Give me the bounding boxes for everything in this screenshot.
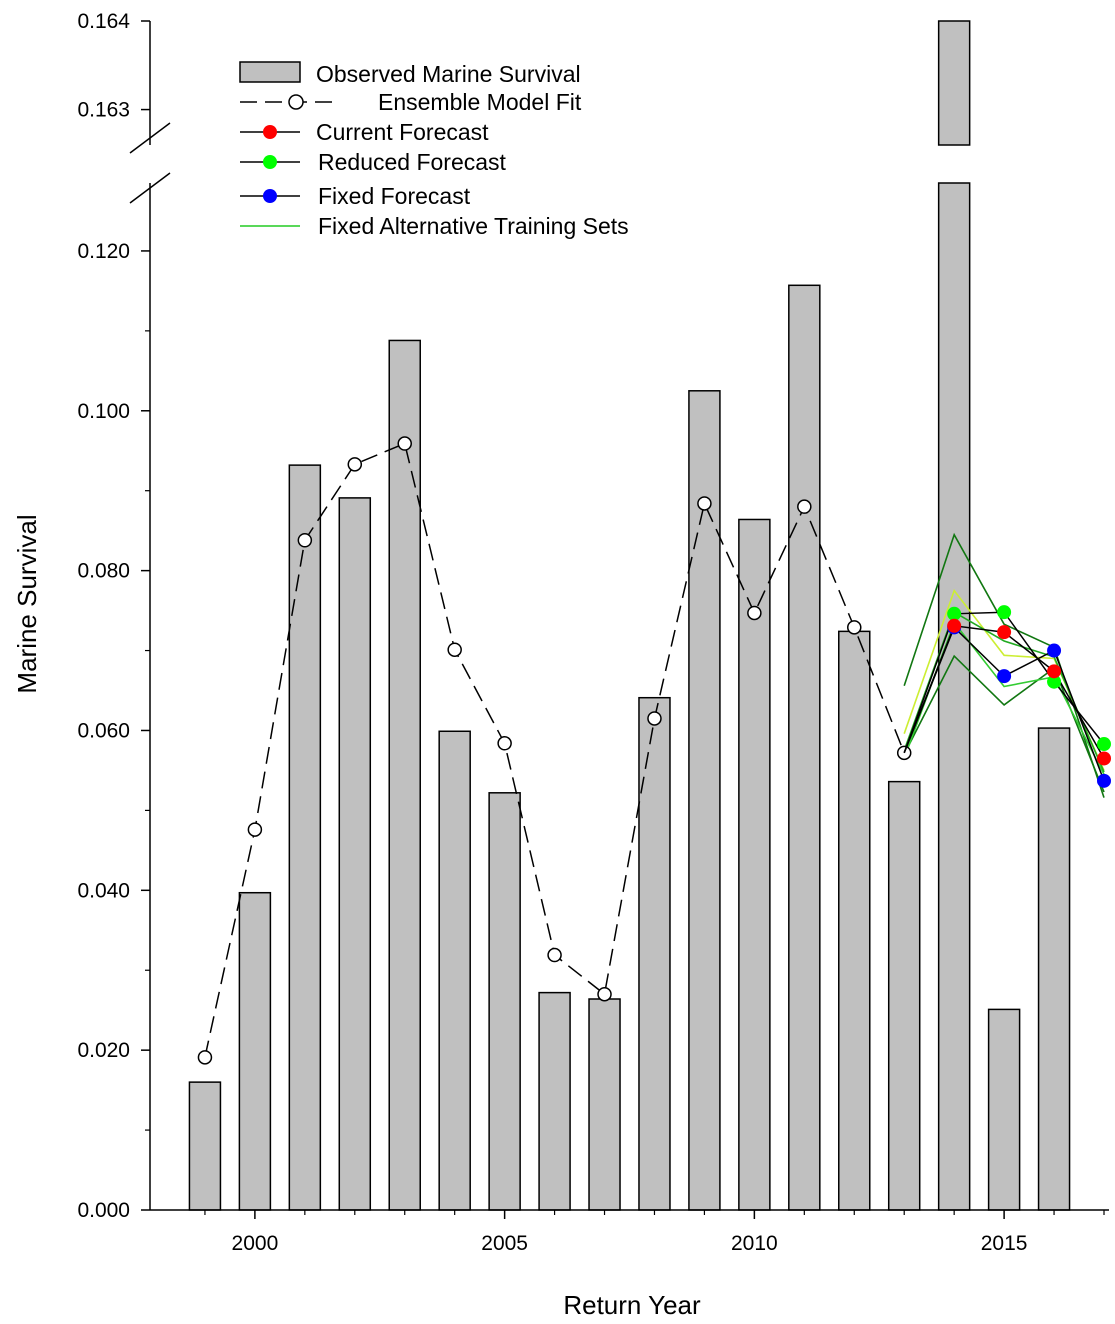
ensemble-point-2000 [247,822,263,837]
legend-swatch-current-marker [263,125,277,139]
bar-2008 [638,696,671,1211]
bar-2002 [338,497,372,1211]
reduced-forecast-point-2014 [947,606,962,621]
y-tick-label: 0.020 [77,1039,130,1062]
legend-label-reduced: Reduced Forecast [318,149,507,175]
legend-label-current: Current Forecast [316,119,489,145]
bar-2011 [788,284,821,1211]
fixed-forecast-point-2016 [1047,643,1062,658]
y-tick-label: 0.164 [77,10,130,33]
bar-2000 [238,891,272,1211]
legend-label-observed: Observed Marine Survival [316,61,581,87]
ensemble-point-2008 [647,711,662,726]
legend-label-alternative: Fixed Alternative Training Sets [318,213,629,239]
bar-1999 [188,1081,222,1211]
y-tick-label: 0.100 [77,400,130,423]
bar-2007 [588,998,621,1211]
legend-swatch-fixed-marker [263,189,277,203]
ensemble-point-2006 [547,947,562,963]
y-tick-label: 0.080 [77,560,130,583]
x-tick-label: 2005 [481,1232,528,1255]
current-forecast-point-2015 [997,625,1012,640]
ensemble-point-2010 [747,605,762,621]
legend-swatch-reduced-marker [263,155,277,169]
y-tick-label: 0.040 [77,879,130,902]
x-tick-label: 2015 [981,1232,1028,1255]
ensemble-point-2007 [597,986,612,1002]
bar-2010 [738,518,771,1211]
ensemble-point-2013 [896,745,912,761]
bar-2015 [987,1008,1021,1211]
reduced-forecast-point-2016 [1047,674,1062,689]
ensemble-point-2012 [847,620,862,635]
y-axis-title: Marine Survival [12,514,42,693]
x-tick-label: 2000 [232,1232,279,1255]
ensemble-point-2003 [397,436,412,451]
fixed-forecast-point-2015 [997,669,1012,684]
bar-2009 [688,390,721,1211]
reduced-forecast-point-2015 [997,605,1012,620]
bar-2003 [388,339,421,1211]
axes: 0.000 0.020 0.040 0.060 0.080 0.100 0.120 0.163… [77,10,1109,1255]
alternative-training-line-4 [903,620,1105,775]
current-forecast-point-2017 [1097,751,1112,766]
observed-bars [188,20,1071,1211]
x-tick-label: 2010 [731,1232,778,1255]
bar-2004 [438,730,471,1211]
axis-break-mark-upper [129,122,171,154]
forecast-series [903,605,1112,788]
current-forecast-point-2016 [1047,664,1062,679]
ensemble-point-1999 [197,1050,213,1065]
bar-2005 [488,792,521,1211]
bar-2012 [838,630,871,1211]
reduced-forecast-point-2017 [1097,737,1112,752]
bar-2014-lower [937,182,971,1211]
bar-2014-upper [937,20,971,146]
y-tick-label: 0.120 [77,240,130,263]
bar-2016 [1037,727,1071,1211]
bar-2001 [288,464,322,1211]
fixed-forecast-point-2017 [1097,773,1112,788]
ensemble-model-fit-series [197,436,912,1065]
ensemble-point-2002 [347,457,363,472]
legend-label-ensemble: Ensemble Model Fit [378,89,582,115]
bar-2006 [538,991,571,1211]
legend-label-fixed: Fixed Forecast [318,183,471,209]
ensemble-point-2001 [297,533,313,548]
alternative-training-lines [903,532,1105,798]
axis-break-mark-lower [129,172,171,204]
current-forecast-point-2014 [947,618,962,633]
ensemble-point-2004 [447,642,462,657]
bar-2013 [887,780,921,1211]
legend-swatch-ensemble-marker [288,94,304,110]
x-axis-title: Return Year [563,1290,701,1320]
ensemble-point-2009 [697,496,712,511]
y-tick-label: 0.060 [77,719,130,742]
ensemble-point-2005 [497,736,512,751]
legend-swatch-observed [239,61,301,83]
ensemble-point-2011 [797,499,812,514]
y-tick-label: 0.163 [77,99,130,122]
y-tick-label: 0.000 [77,1199,130,1222]
